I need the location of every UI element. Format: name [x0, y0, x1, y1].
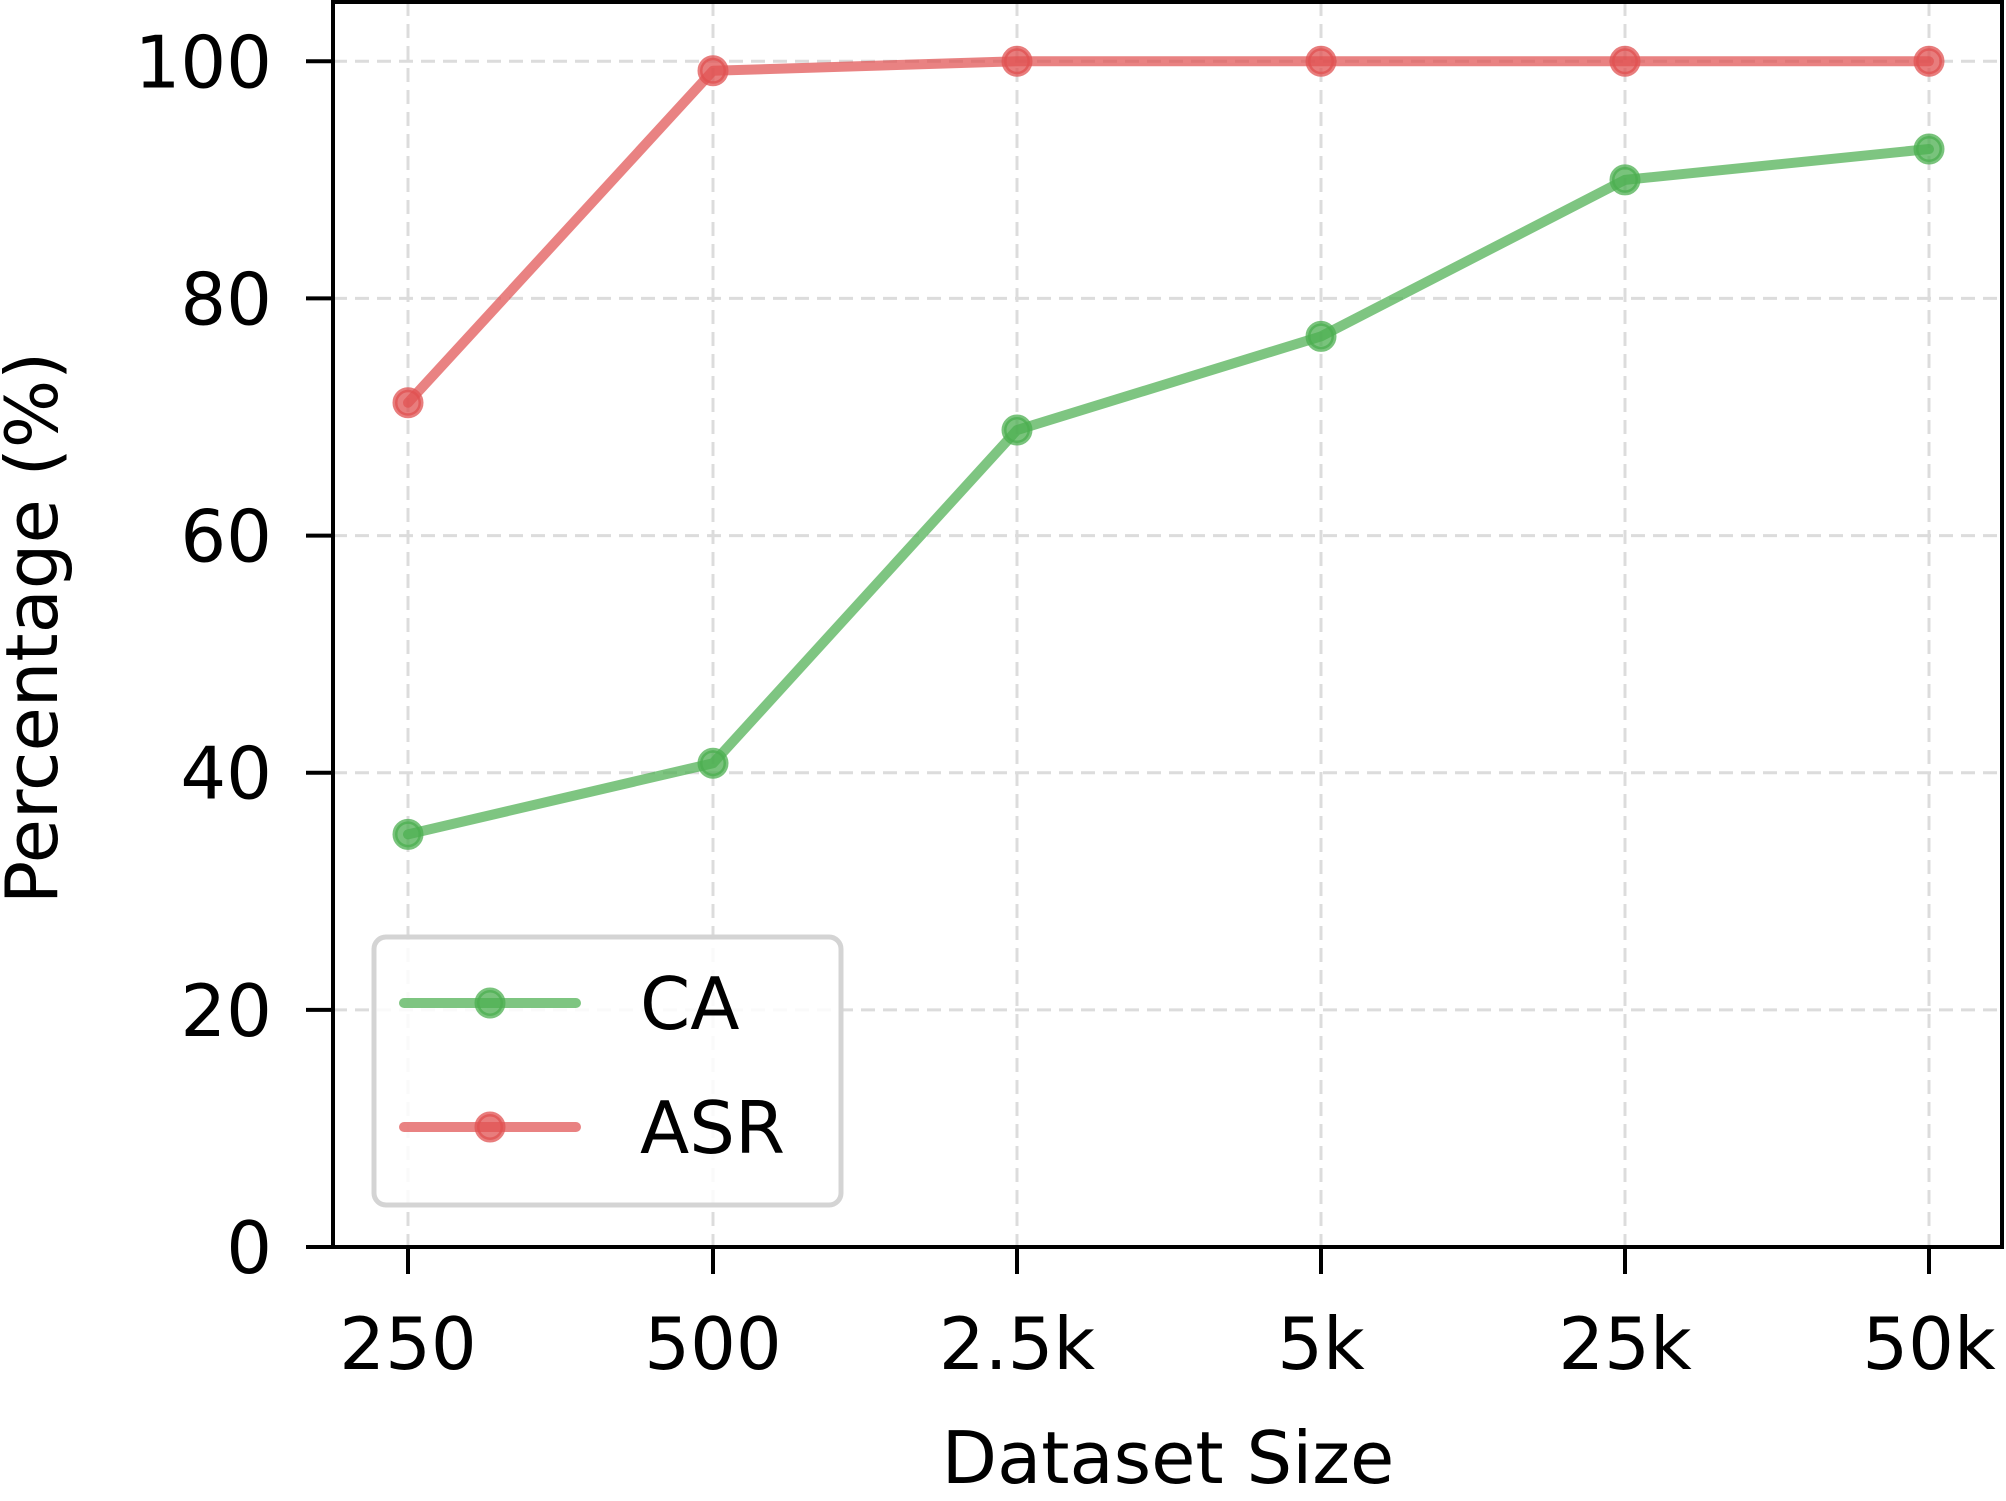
y-tick-label: 40: [180, 732, 272, 816]
data-point-ca: [1001, 414, 1033, 446]
data-point-ca: [1609, 164, 1641, 196]
data-point-ca: [392, 818, 424, 850]
grid-lines: [333, 2, 2002, 1247]
x-axis-label: Dataset Size: [942, 1416, 1395, 1500]
x-tick-label: 250: [339, 1302, 476, 1386]
plot-frame: [331, 0, 2004, 1249]
y-tick-label: 80: [180, 257, 272, 341]
y-tick-label: 0: [226, 1206, 272, 1290]
y-tick-label: 100: [135, 20, 272, 104]
y-tick-label: 60: [180, 495, 272, 579]
series-line-asr: [403, 56, 1934, 408]
series-layer: [392, 45, 1945, 850]
legend-label-asr: ASR: [640, 1086, 785, 1170]
x-tick-label: 500: [644, 1302, 781, 1386]
data-point-ca: [697, 747, 729, 779]
x-tick-label: 25k: [1558, 1302, 1692, 1386]
data-point-ca: [1305, 320, 1337, 352]
legend: CA ASR: [371, 934, 844, 1208]
y-tick-label: 20: [180, 969, 272, 1053]
legend-label-ca: CA: [640, 962, 740, 1046]
x-tick-label: 2.5k: [939, 1302, 1096, 1386]
x-tick-label: 50k: [1862, 1302, 1996, 1386]
x-tick-label: 5k: [1277, 1302, 1365, 1386]
legend-marker-asr: [474, 1111, 506, 1143]
legend-marker-ca: [474, 987, 506, 1019]
data-point-asr: [1001, 45, 1033, 77]
data-point-asr: [697, 55, 729, 87]
data-point-asr: [1305, 45, 1337, 77]
data-point-ca: [1913, 133, 1945, 165]
data-point-asr: [392, 387, 424, 419]
series-line-ca: [403, 144, 1934, 840]
axes: 0 20 40 60 80 100 250 500 2.5k 5k 25k 50k: [135, 0, 2004, 1386]
y-axis-label: Percentage (%): [0, 352, 74, 905]
data-point-asr: [1913, 45, 1945, 77]
data-point-asr: [1609, 45, 1641, 77]
